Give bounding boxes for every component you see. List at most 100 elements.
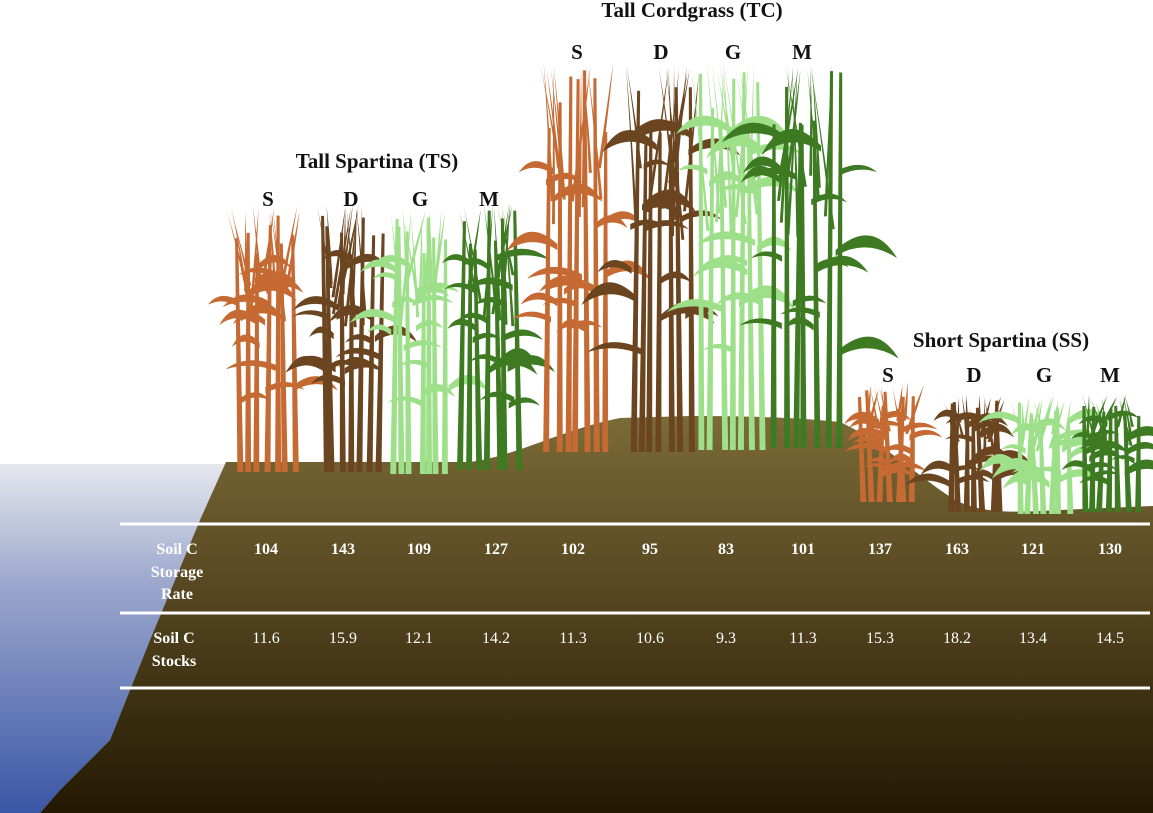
grass-leaf bbox=[1092, 470, 1120, 480]
row-label-storage-rate-line3: Rate bbox=[161, 586, 193, 603]
grass-stem bbox=[793, 122, 802, 449]
grass-leaf bbox=[837, 336, 899, 359]
grass-leaf bbox=[420, 384, 456, 399]
grass-blade bbox=[961, 393, 969, 442]
grass-leaf bbox=[539, 275, 592, 292]
grass-leaf bbox=[1124, 459, 1153, 477]
grass-blade bbox=[491, 204, 510, 315]
grass-leaf bbox=[643, 220, 689, 233]
grass-leaf bbox=[1000, 444, 1026, 454]
grass-blade bbox=[1085, 394, 1090, 437]
grass-leaf bbox=[245, 279, 297, 302]
grass-stem bbox=[800, 124, 807, 448]
grass-leaf bbox=[546, 172, 584, 186]
grass-leaf bbox=[811, 193, 847, 206]
grass-leaf bbox=[659, 271, 692, 285]
plant-clumps bbox=[207, 60, 1153, 514]
grass-blade bbox=[892, 386, 902, 438]
grass-leaf bbox=[739, 285, 795, 310]
grass-blade bbox=[878, 385, 891, 432]
grass-blade bbox=[432, 208, 442, 302]
grass-leaf bbox=[839, 164, 878, 176]
grass-blade bbox=[546, 67, 560, 168]
water-body bbox=[0, 464, 226, 813]
grass-leaf bbox=[1079, 475, 1111, 487]
grass-blade bbox=[658, 67, 676, 184]
grass-blade bbox=[691, 67, 710, 231]
grass-blade bbox=[665, 66, 685, 240]
grass-blade bbox=[1123, 392, 1134, 427]
grass-blade bbox=[809, 67, 813, 176]
grass-stem bbox=[770, 124, 777, 449]
ss-letter-s: S bbox=[882, 363, 894, 387]
grass-stem bbox=[638, 138, 648, 453]
rate-tc-m: 101 bbox=[791, 541, 815, 558]
grass-blade bbox=[866, 389, 879, 430]
rate-ts-g: 109 bbox=[407, 541, 431, 558]
ts-plant-g bbox=[349, 207, 489, 474]
grass-blade bbox=[807, 69, 820, 198]
grass-leaf bbox=[467, 277, 513, 291]
ss-letter-m: M bbox=[1100, 363, 1120, 387]
grass-blade bbox=[865, 385, 871, 422]
grass-blade bbox=[941, 395, 960, 442]
grass-blade bbox=[723, 61, 747, 225]
grass-stem bbox=[325, 226, 335, 472]
grass-leaf bbox=[225, 360, 280, 373]
grass-stem bbox=[706, 108, 715, 450]
grass-leaf bbox=[403, 340, 442, 351]
grass-stem bbox=[291, 234, 299, 472]
grass-leaf bbox=[751, 251, 783, 262]
grass-leaf bbox=[470, 354, 499, 365]
grass-leaf bbox=[472, 332, 502, 344]
grass-leaf bbox=[222, 294, 271, 309]
tc-plant-m bbox=[721, 63, 899, 449]
grass-stem bbox=[668, 134, 675, 453]
grass-blade bbox=[896, 385, 903, 421]
stock-ss-g: 13.4 bbox=[1019, 630, 1047, 647]
grass-leaf bbox=[511, 311, 551, 323]
grass-leaf bbox=[587, 342, 642, 355]
grass-leaf bbox=[864, 463, 889, 472]
grass-blade bbox=[870, 388, 880, 429]
grass-stem bbox=[630, 90, 641, 452]
grass-leaf bbox=[501, 329, 544, 343]
grass-blade bbox=[331, 207, 352, 314]
tc-letter-g: G bbox=[725, 40, 741, 64]
title-tall-spartina: Tall Spartina (TS) bbox=[296, 149, 459, 173]
ss-plant-d bbox=[905, 393, 1034, 512]
grass-leaf bbox=[441, 254, 470, 267]
grass-leaf bbox=[835, 235, 898, 259]
grass-blade bbox=[317, 206, 333, 288]
grass-leaf bbox=[349, 309, 398, 324]
grass-stem bbox=[565, 76, 573, 452]
grass-stem bbox=[876, 405, 885, 502]
tc-letter-d: D bbox=[653, 40, 668, 64]
grass-blade bbox=[626, 65, 642, 169]
rate-tc-s: 102 bbox=[561, 541, 585, 558]
grass-leaf bbox=[444, 282, 475, 293]
grass-blade bbox=[459, 209, 478, 301]
stock-ss-d: 18.2 bbox=[943, 630, 971, 647]
stock-ts-s: 11.6 bbox=[252, 630, 279, 647]
grass-leaf bbox=[955, 474, 990, 486]
grass-blade bbox=[326, 204, 333, 285]
grass-blade bbox=[405, 210, 426, 280]
grass-leaf bbox=[909, 429, 943, 441]
grass-blade bbox=[812, 67, 821, 188]
grass-leaf bbox=[507, 355, 556, 373]
grass-leaf bbox=[849, 417, 882, 431]
title-tall-cordgrass: Tall Cordgrass (TC) bbox=[601, 0, 782, 22]
rate-ss-d: 163 bbox=[945, 541, 969, 558]
ts-plant-m bbox=[441, 202, 556, 470]
grass-blade bbox=[350, 208, 357, 305]
grass-leaf bbox=[643, 159, 671, 170]
grass-leaf bbox=[447, 318, 476, 332]
grass-leaf bbox=[697, 231, 756, 247]
grass-leaf bbox=[527, 266, 582, 281]
grass-blade bbox=[402, 207, 409, 296]
grass-leaf bbox=[309, 326, 334, 340]
grass-leaf bbox=[231, 334, 260, 349]
grass-blade bbox=[1093, 397, 1108, 436]
grass-blade bbox=[1035, 397, 1052, 452]
